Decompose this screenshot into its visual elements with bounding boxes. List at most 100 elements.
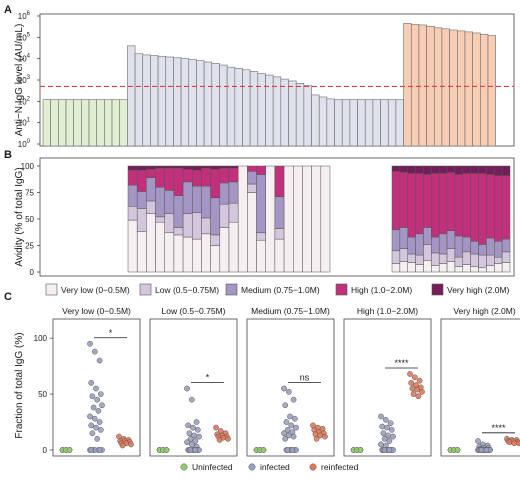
point-infected — [281, 385, 287, 392]
point-infected — [88, 380, 95, 386]
panel-a-bar — [119, 99, 128, 147]
panel-a-bar — [165, 56, 174, 147]
panel-b-infected-bar — [155, 186, 165, 218]
panel-a-ytick-label: 104 — [18, 54, 31, 64]
panel-b-infected-bar — [155, 221, 165, 273]
panel-b-infected-bar — [192, 238, 202, 273]
panel-b-infected-bar — [219, 167, 230, 184]
panel-a-bar — [464, 31, 473, 147]
legend-b-swatch — [139, 283, 152, 296]
panel-b-infected-bar — [155, 216, 165, 223]
panel-b-reinfected-bar — [391, 263, 401, 273]
panel-b-reinfected-bar — [454, 235, 464, 258]
panel-label-a: A — [4, 4, 12, 16]
panel-b-reinfected-bar — [478, 165, 487, 174]
point-reinfected — [516, 440, 520, 447]
point-infected — [290, 433, 297, 440]
panel-b-infected-bar — [320, 165, 331, 273]
panel-a-ytick-label: 101 — [18, 118, 31, 128]
point-infected — [386, 438, 393, 444]
point-uninfected — [163, 447, 170, 453]
panel-b-infected-bar — [146, 168, 156, 178]
panel-b-reinfected-bar — [438, 173, 448, 235]
panel-b-infected-bar — [164, 167, 175, 191]
panel-b-infected-bar — [256, 165, 266, 175]
point-reinfected — [408, 380, 415, 386]
panel-b-reinfected-bar — [486, 174, 495, 239]
facet-title: Very low (0−0.5M) — [62, 306, 131, 316]
panel-a-bar — [134, 53, 144, 147]
point-infected — [94, 396, 101, 403]
panel-b-infected-bar — [136, 191, 147, 209]
point-reinfected — [411, 374, 418, 381]
panel-b-infected-bar — [146, 177, 156, 202]
panel-a-bar — [157, 55, 167, 147]
point-infected — [196, 433, 202, 440]
panel-b-reinfected-bar — [501, 165, 511, 176]
significance-label: ns — [300, 373, 310, 383]
panel-a-bar — [334, 99, 343, 147]
panel-a-bar — [65, 99, 74, 147]
panel-b-reinfected-bar — [431, 173, 440, 238]
panel-a-bar — [295, 83, 305, 147]
panel-a-bar — [380, 99, 389, 147]
panel-b-infected-bar — [274, 238, 285, 273]
legend-c-marker — [180, 463, 188, 471]
legend-b-swatch — [225, 283, 238, 296]
panel-a-bar — [272, 76, 282, 147]
panel-b-reinfected-bar — [415, 264, 424, 273]
facet-title: Low (0.5−0.75M) — [161, 306, 225, 316]
point-infected — [381, 435, 388, 442]
point-reinfected — [119, 442, 126, 449]
panel-a-bar — [88, 99, 98, 147]
panel-b-reinfected-bar — [486, 265, 495, 273]
panel-b-reinfected-bar — [454, 174, 464, 237]
point-infected — [384, 424, 390, 431]
facet-title: Very high (2.0M) — [453, 306, 516, 316]
point-infected — [94, 435, 101, 442]
panel-b-infected-bar — [136, 231, 147, 273]
panel-b-infected-bar — [274, 228, 285, 240]
point-infected — [95, 408, 102, 414]
point-infected — [187, 435, 194, 442]
panel-a-ylabel: Anti−N IgG level (AU/mL) — [14, 24, 25, 137]
panel-b-reinfected-bar — [446, 261, 456, 273]
panel-a-bar — [42, 99, 51, 147]
panel-a-bar — [249, 71, 259, 147]
legend-b-label: High (1.0−2.0M) — [351, 285, 412, 295]
point-reinfected — [506, 439, 513, 446]
legend-c-label: Uninfected — [192, 462, 233, 472]
panel-b-reinfected-bar — [501, 175, 511, 240]
panel-b-infected-bar — [192, 169, 202, 187]
panel-a-bar — [219, 64, 228, 147]
panel-b-ytick-label: 100 — [21, 162, 35, 171]
panel-b-infected-bar — [256, 239, 266, 273]
panel-b-reinfected-bar — [454, 266, 464, 273]
panel-b-infected-bar — [173, 165, 184, 169]
panel-a-bar — [480, 33, 489, 147]
panel-b-infected-bar — [146, 200, 156, 214]
panel-b-reinfected-bar — [407, 173, 416, 238]
panel-b-reinfected-bar — [431, 252, 440, 266]
panel-b-infected-bar — [265, 165, 276, 273]
panel-a-bar — [288, 80, 297, 147]
point-infected — [88, 422, 95, 429]
point-infected — [379, 423, 386, 430]
panel-b-reinfected-bar — [423, 244, 432, 261]
panel-b-infected-bar — [247, 165, 257, 172]
point-infected — [91, 348, 98, 355]
point-infected — [475, 438, 481, 444]
panel-c-ytick-label: 0 — [43, 446, 48, 455]
point-infected — [378, 413, 384, 420]
panel-b-reinfected-bar — [478, 267, 487, 273]
panel-b-reinfected-bar — [415, 173, 424, 235]
panel-b-infected-bar — [201, 167, 211, 187]
point-reinfected — [415, 393, 422, 400]
panel-b-infected-bar — [127, 206, 138, 221]
panel-b-reinfected-bar — [399, 227, 408, 249]
point-infected — [193, 419, 200, 425]
panel-b-infected-bar — [219, 227, 230, 273]
panel-b-infected-bar — [201, 165, 211, 169]
panel-b-reinfected-bar — [470, 241, 479, 255]
panel-a-bar — [318, 96, 328, 147]
